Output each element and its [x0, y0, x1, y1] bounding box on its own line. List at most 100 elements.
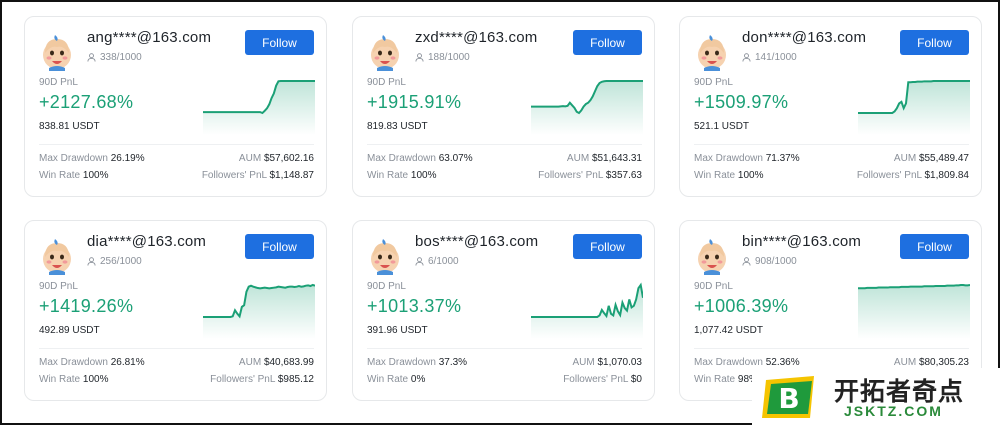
follow-button[interactable]: Follow	[900, 30, 969, 55]
followers-pnl-label: Followers' PnL	[856, 170, 922, 181]
follower-count: 338/1000	[87, 52, 142, 63]
follow-button[interactable]: Follow	[573, 234, 642, 259]
trader-card[interactable]: bos****@163.com 6/1000 Follow 90D PnL +1…	[352, 220, 655, 401]
followers-pnl: Followers' PnL $357.63	[538, 170, 642, 181]
trader-name[interactable]: don****@163.com	[742, 29, 867, 46]
max-drawdown: Max Drawdown 37.3%	[367, 357, 467, 368]
pnl-sparkline	[531, 80, 643, 135]
aum-label: AUM	[238, 357, 262, 368]
pnl-period-label: 90D PnL	[367, 281, 406, 292]
pnl-sparkline	[858, 80, 970, 135]
followers-pnl: Followers' PnL $0	[563, 374, 642, 385]
avatar	[43, 239, 71, 275]
trader-name[interactable]: zxd****@163.com	[415, 29, 538, 46]
followers-pnl: Followers' PnL $1,148.87	[202, 170, 314, 181]
max-drawdown: Max Drawdown 26.81%	[39, 357, 145, 368]
followers-pnl-value: $985.12	[277, 374, 314, 385]
follower-count: 141/1000	[742, 52, 797, 63]
pnl-usdt: 521.1 USDT	[694, 121, 750, 132]
aum-label: AUM	[572, 357, 595, 368]
user-icon	[415, 257, 424, 266]
pnl-sparkline	[858, 284, 970, 339]
follower-count-text: 908/1000	[755, 256, 797, 267]
pnl-usdt: 492.89 USDT	[39, 325, 100, 336]
follow-button[interactable]: Follow	[245, 234, 314, 259]
win-rate: Win Rate 100%	[694, 170, 763, 181]
followers-pnl: Followers' PnL $985.12	[210, 374, 314, 385]
stats-row: Max Drawdown 71.37% AUM $55,489.47	[694, 153, 969, 164]
aum-value: $57,602.16	[263, 153, 314, 164]
pnl-sparkline	[203, 283, 315, 339]
pnl-usdt: 819.83 USDT	[367, 121, 428, 132]
sparkline-line	[531, 80, 643, 115]
sparkline-area	[858, 285, 970, 339]
pnl-percent: +2127.68%	[39, 92, 134, 112]
pnl-percent: +1509.97%	[694, 92, 789, 112]
divider	[39, 144, 314, 145]
trader-name[interactable]: bin****@163.com	[742, 233, 862, 250]
max-drawdown-value: 63.07%	[438, 153, 473, 164]
max-drawdown-value: 71.37%	[765, 153, 800, 164]
win-rate-value: 100%	[82, 170, 109, 181]
followers-pnl-label: Followers' PnL	[210, 374, 276, 385]
trader-card[interactable]: dia****@163.com 256/1000 Follow 90D PnL …	[24, 220, 327, 401]
pnl-usdt: 391.96 USDT	[367, 325, 428, 336]
pnl-percent: +1419.26%	[39, 296, 134, 316]
user-icon	[415, 53, 424, 62]
followers-pnl-value: $357.63	[605, 170, 642, 181]
max-drawdown-label: Max Drawdown	[39, 357, 108, 368]
trader-card[interactable]: zxd****@163.com 188/1000 Follow 90D PnL …	[352, 16, 655, 197]
follower-count-text: 256/1000	[100, 256, 142, 267]
max-drawdown-label: Max Drawdown	[367, 153, 436, 164]
followers-pnl-value: $0	[630, 374, 642, 385]
max-drawdown: Max Drawdown 71.37%	[694, 153, 800, 164]
pnl-period-label: 90D PnL	[39, 281, 78, 292]
trader-card-grid: ang****@163.com 338/1000 Follow 90D PnL …	[24, 16, 990, 406]
stats-row: Max Drawdown 26.19% AUM $57,602.16	[39, 153, 314, 164]
max-drawdown-value: 37.3%	[438, 357, 468, 368]
trader-name[interactable]: ang****@163.com	[87, 29, 212, 46]
watermark-logo: B 开拓者奇点 JSKTZ.COM	[752, 368, 1000, 425]
pnl-usdt: 838.81 USDT	[39, 121, 100, 132]
aum-label: AUM	[566, 153, 590, 164]
pnl-period-label: 90D PnL	[694, 77, 733, 88]
aum-value: $40,683.99	[263, 357, 314, 368]
trader-name[interactable]: dia****@163.com	[87, 233, 207, 250]
stats-row: Max Drawdown 37.3% AUM $1,070.03	[367, 357, 642, 368]
user-icon	[87, 53, 96, 62]
aum: AUM $80,305.23	[894, 357, 969, 368]
win-rate: Win Rate 0%	[367, 374, 425, 385]
follow-button[interactable]: Follow	[245, 30, 314, 55]
aum: AUM $51,643.31	[567, 153, 642, 164]
pnl-usdt: 1,077.42 USDT	[694, 325, 763, 336]
follow-button[interactable]: Follow	[573, 30, 642, 55]
win-rate-value: 98%	[737, 374, 758, 385]
win-rate-label: Win Rate	[694, 374, 736, 385]
trader-name[interactable]: bos****@163.com	[415, 233, 539, 250]
followers-pnl-label: Followers' PnL	[201, 170, 267, 181]
user-icon	[87, 257, 96, 266]
aum: AUM $1,070.03	[572, 357, 642, 368]
pnl-period-label: 90D PnL	[39, 77, 78, 88]
sparkline-line	[858, 80, 970, 114]
max-drawdown: Max Drawdown 63.07%	[367, 153, 473, 164]
followers-pnl: Followers' PnL $1,809.84	[857, 170, 969, 181]
follower-count-text: 6/1000	[428, 256, 459, 267]
win-rate-value: 100%	[737, 170, 764, 181]
followers-pnl-value: $1,148.87	[269, 170, 315, 181]
trader-card[interactable]: ang****@163.com 338/1000 Follow 90D PnL …	[24, 16, 327, 197]
aum-value: $51,643.31	[591, 153, 642, 164]
win-rate-label: Win Rate	[694, 170, 736, 181]
win-rate: Win Rate 100%	[367, 170, 436, 181]
watermark-title: 开拓者奇点	[834, 377, 965, 406]
max-drawdown-value: 26.19%	[110, 153, 145, 164]
stats-row: Max Drawdown 52.36% AUM $80,305.23	[694, 357, 969, 368]
sparkline-area	[203, 81, 315, 135]
sparkline-line	[203, 80, 315, 115]
pnl-percent: +1006.39%	[694, 296, 789, 316]
win-rate-value: 0%	[410, 374, 426, 385]
win-rate-label: Win Rate	[367, 170, 409, 181]
trader-card[interactable]: don****@163.com 141/1000 Follow 90D PnL …	[679, 16, 982, 197]
follow-button[interactable]: Follow	[900, 234, 969, 259]
